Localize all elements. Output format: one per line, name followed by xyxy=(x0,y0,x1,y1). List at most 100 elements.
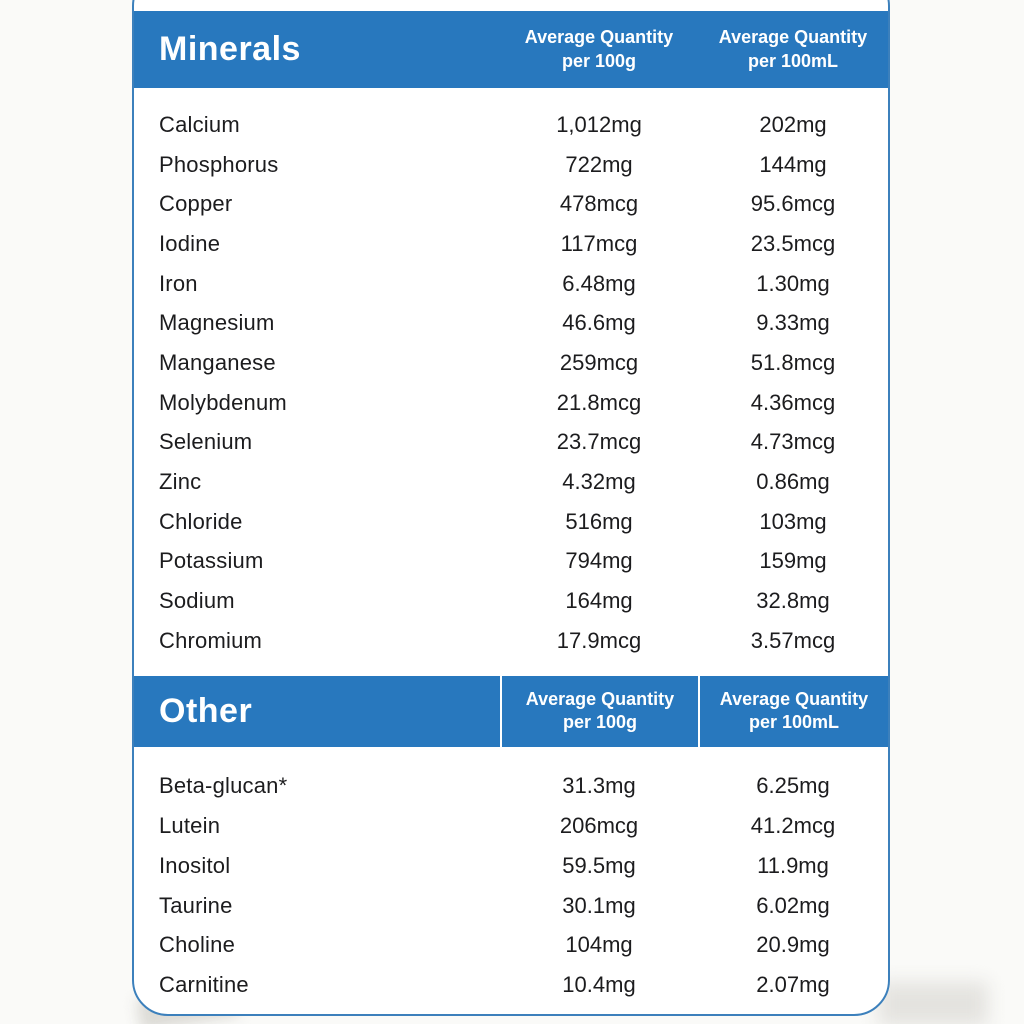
value-per-100ml: 23.5mcg xyxy=(750,230,836,256)
value-per-100g: 259mcg xyxy=(559,349,639,375)
value-per-100ml: 41.2mcg xyxy=(750,813,836,839)
value-per-100g: 4.32mg xyxy=(562,469,636,495)
value-per-100ml: 4.73mcg xyxy=(750,429,836,455)
table-row: Lutein 206mcg 41.2mcg xyxy=(134,806,888,846)
value-per-100ml: 159mg xyxy=(759,548,827,574)
column-header-line2: per 100mL xyxy=(747,50,839,71)
table-row: Iodine 117mcg 23.5mcg xyxy=(134,224,888,264)
column-header-line1: Average Quantity xyxy=(718,27,868,48)
table-row: Beta-glucan* 31.3mg 6.25mg xyxy=(134,767,888,807)
table-row: Manganese 259mcg 51.8mcg xyxy=(134,343,888,383)
value-per-100g: 164mg xyxy=(565,588,633,614)
other-header-bar: Other Average Quantity per 100g Average … xyxy=(134,675,888,747)
section-other: Other Average Quantity per 100g Average … xyxy=(134,675,888,1005)
table-row: Molybdenum 21.8mcg 4.36mcg xyxy=(134,383,888,423)
package-fold-shadow-right xyxy=(878,982,988,1024)
section-title: Other xyxy=(159,691,253,730)
value-per-100g: 794mg xyxy=(565,548,633,574)
column-header-per-100ml: Average Quantity per 100mL xyxy=(698,675,888,747)
nutrient-name: Magnesium xyxy=(159,310,275,336)
value-per-100ml: 11.9mg xyxy=(757,852,829,878)
column-header-line1: Average Quantity xyxy=(719,689,869,710)
value-per-100g: 516mg xyxy=(565,508,633,534)
value-per-100ml: 6.02mg xyxy=(756,892,830,918)
table-row: Phosphorus 722mg 144mg xyxy=(134,145,888,185)
nutrient-name: Molybdenum xyxy=(159,389,287,415)
nutrient-name: Copper xyxy=(159,191,233,217)
section-title: Minerals xyxy=(159,30,301,68)
column-header-per-100ml: Average Quantity per 100mL xyxy=(698,11,888,88)
value-per-100ml: 3.57mcg xyxy=(750,627,836,653)
column-header-line2: per 100mL xyxy=(748,712,840,733)
nutrient-name: Zinc xyxy=(159,469,202,495)
value-per-100g: 59.5mg xyxy=(562,852,636,878)
section-minerals: Minerals Average Quantity per 100g Avera… xyxy=(134,11,888,661)
value-per-100ml: 2.07mg xyxy=(756,971,830,997)
value-per-100g: 30.1mg xyxy=(562,892,636,918)
table-row: Taurine 30.1mg 6.02mg xyxy=(134,886,888,926)
value-per-100g: 1,012mg xyxy=(556,111,642,137)
nutrient-name: Inositol xyxy=(159,852,231,878)
value-per-100ml: 51.8mcg xyxy=(750,349,836,375)
nutrient-name: Iron xyxy=(159,270,198,296)
nutrient-name: Choline xyxy=(159,932,236,958)
nutrient-name: Potassium xyxy=(159,548,264,574)
column-header-line1: Average Quantity xyxy=(524,27,674,48)
column-header-per-100g: Average Quantity per 100g xyxy=(500,675,698,747)
nutrient-name: Calcium xyxy=(159,111,240,137)
value-per-100ml: 202mg xyxy=(759,111,827,137)
column-header-line1: Average Quantity xyxy=(525,689,675,710)
nutrient-name: Taurine xyxy=(159,892,233,918)
value-per-100ml: 20.9mg xyxy=(756,932,830,958)
value-per-100ml: 95.6mcg xyxy=(750,191,836,217)
value-per-100g: 31.3mg xyxy=(562,773,636,799)
value-per-100g: 6.48mg xyxy=(562,270,636,296)
table-row: Iron 6.48mg 1.30mg xyxy=(134,264,888,304)
nutrient-name: Lutein xyxy=(159,813,221,839)
table-row: Selenium 23.7mcg 4.73mcg xyxy=(134,423,888,463)
value-per-100ml: 1.30mg xyxy=(756,270,830,296)
nutrient-name: Selenium xyxy=(159,429,253,455)
value-per-100g: 206mcg xyxy=(559,813,639,839)
table-row: Sodium 164mg 32.8mg xyxy=(134,581,888,621)
value-per-100g: 23.7mcg xyxy=(556,429,642,455)
table-row: Choline 104mg 20.9mg xyxy=(134,925,888,965)
nutrient-name: Chloride xyxy=(159,508,243,534)
value-per-100g: 722mg xyxy=(565,151,633,177)
table-row: Magnesium 46.6mg 9.33mg xyxy=(134,303,888,343)
nutrient-name: Phosphorus xyxy=(159,151,279,177)
nutrient-name: Sodium xyxy=(159,588,235,614)
value-per-100g: 104mg xyxy=(565,932,633,958)
table-row: Carnitine 10.4mg 2.07mg xyxy=(134,965,888,1005)
value-per-100g: 17.9mcg xyxy=(556,627,642,653)
nutrient-name: Carnitine xyxy=(159,971,249,997)
other-rows: Beta-glucan* 31.3mg 6.25mg Lutein 206mcg 41.2… xyxy=(134,747,888,1005)
nutrient-name: Beta-glucan* xyxy=(159,773,288,799)
table-row: Potassium 794mg 159mg xyxy=(134,542,888,582)
value-per-100g: 21.8mcg xyxy=(556,389,642,415)
table-row: Chloride 516mg 103mg xyxy=(134,502,888,542)
value-per-100g: 10.4mg xyxy=(562,971,636,997)
value-per-100g: 478mcg xyxy=(559,191,639,217)
table-row: Inositol 59.5mg 11.9mg xyxy=(134,846,888,886)
value-per-100ml: 4.36mcg xyxy=(750,389,836,415)
column-header-line2: per 100g xyxy=(562,712,638,733)
value-per-100g: 117mcg xyxy=(560,230,638,256)
column-header-line2: per 100g xyxy=(561,50,637,71)
nutrient-name: Iodine xyxy=(159,230,221,256)
value-per-100g: 46.6mg xyxy=(562,310,636,336)
value-per-100ml: 0.86mg xyxy=(756,469,830,495)
value-per-100ml: 32.8mg xyxy=(756,588,830,614)
minerals-header-bar: Minerals Average Quantity per 100g Avera… xyxy=(134,11,888,88)
nutrient-name: Chromium xyxy=(159,627,263,653)
value-per-100ml: 103mg xyxy=(759,508,827,534)
value-per-100ml: 6.25mg xyxy=(756,773,830,799)
table-row: Copper 478mcg 95.6mcg xyxy=(134,184,888,224)
nutrient-name: Manganese xyxy=(159,349,276,375)
value-per-100ml: 9.33mg xyxy=(756,310,830,336)
nutrition-card: Minerals Average Quantity per 100g Avera… xyxy=(132,0,890,1016)
value-per-100ml: 144mg xyxy=(759,151,827,177)
table-row: Chromium 17.9mcg 3.57mcg xyxy=(134,621,888,661)
table-row: Calcium 1,012mg 202mg xyxy=(134,105,888,145)
